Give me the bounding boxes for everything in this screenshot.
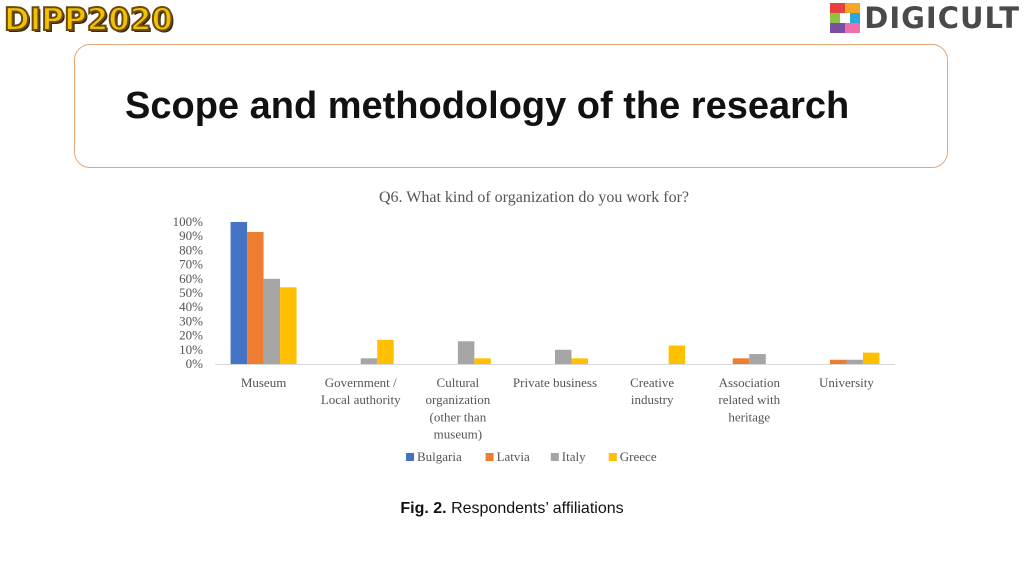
x-tick-label: (other than — [430, 409, 487, 424]
legend-label: Latvia — [497, 449, 530, 464]
bar-greece — [280, 287, 297, 364]
x-tick-label: Association — [719, 375, 781, 390]
legend-swatch — [608, 453, 617, 461]
x-tick-label: related with — [718, 392, 780, 407]
bar-italy — [846, 359, 863, 364]
x-tick-label: Creative — [630, 375, 674, 390]
bar-latvia — [732, 358, 750, 364]
bar-italy — [555, 349, 572, 364]
bar-greece — [862, 352, 880, 364]
bar-latvia — [247, 231, 264, 364]
y-tick-label: 60% — [179, 271, 203, 286]
digicult-mark-tile — [830, 3, 846, 13]
legend-swatch — [406, 453, 414, 461]
x-tick-label: heritage — [728, 409, 770, 424]
bar-greece — [571, 358, 588, 364]
legend-label: Italy — [562, 449, 586, 464]
y-tick-label: 100% — [173, 214, 204, 229]
x-tick-label: Private business — [513, 375, 597, 390]
bar-italy — [457, 341, 475, 364]
figure-caption: Fig. 2. Respondents’ affiliations — [0, 500, 1024, 518]
y-tick-label: 90% — [179, 228, 203, 243]
bar-greece — [377, 339, 394, 364]
bar-italy — [749, 354, 766, 364]
page-title: Scope and methodology of the research — [125, 84, 850, 127]
x-tick-label: industry — [631, 392, 674, 407]
x-tick-label: Museum — [241, 375, 287, 390]
digicult-mark-tile — [845, 23, 861, 33]
bar-greece — [474, 358, 491, 364]
digicult-mark-tile — [845, 3, 861, 13]
bar-latvia — [829, 359, 847, 364]
title-box: Scope and methodology of the research — [74, 44, 948, 168]
bar-italy — [360, 358, 378, 364]
y-tick-label: 20% — [179, 328, 203, 343]
dipp2020-logo: DIPP2020 — [3, 1, 174, 39]
figure-caption-text: Respondents’ affiliations — [451, 500, 624, 517]
y-tick-label: 80% — [179, 242, 203, 257]
y-tick-label: 30% — [179, 313, 203, 328]
digicult-mark-center — [840, 13, 851, 23]
y-tick-label: 50% — [179, 285, 203, 300]
digicult-mark-tile — [830, 13, 841, 23]
x-tick-label: University — [819, 375, 874, 390]
x-tick-label: Government / — [325, 375, 397, 390]
x-tick-label: Cultural — [437, 375, 480, 390]
legend-swatch — [550, 453, 559, 461]
digicult-logo: DIGICULT — [830, 0, 1020, 36]
y-tick-label: 70% — [179, 257, 203, 272]
x-tick-label: museum) — [434, 427, 482, 442]
y-tick-label: 10% — [179, 342, 203, 357]
digicult-mark-icon — [830, 3, 861, 33]
digicult-mark-tile — [850, 13, 861, 23]
y-tick-label: 0% — [186, 356, 204, 371]
digicult-logo-text: DIGICULT — [864, 1, 1020, 35]
legend-label: Bulgaria — [417, 449, 462, 464]
legend-label: Greece — [620, 449, 657, 464]
figure-caption-label: Fig. 2. — [400, 500, 447, 517]
bar-italy — [263, 278, 281, 364]
y-tick-label: 40% — [179, 299, 203, 314]
legend-swatch — [485, 453, 494, 461]
x-tick-label: organization — [425, 392, 490, 407]
bar-bulgaria — [230, 222, 248, 364]
digicult-mark-tile — [830, 23, 846, 33]
bar-greece — [668, 345, 686, 364]
chart-title: Q6. What kind of organization do you wor… — [379, 189, 689, 206]
x-tick-label: Local authority — [321, 392, 401, 407]
